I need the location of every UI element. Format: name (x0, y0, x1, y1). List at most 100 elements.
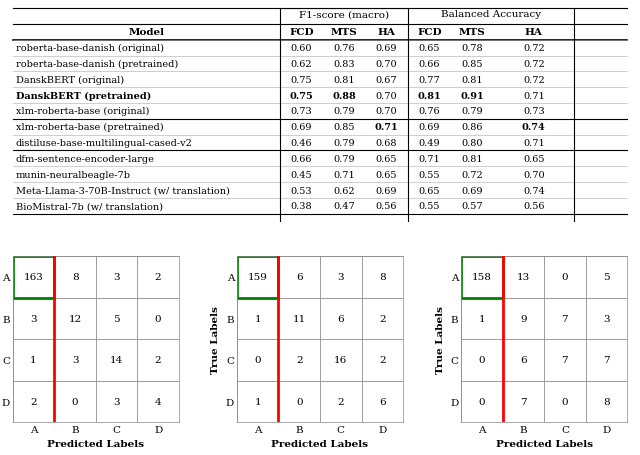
Text: dfm-sentence-encoder-large: dfm-sentence-encoder-large (16, 155, 155, 163)
Text: 0.57: 0.57 (461, 202, 483, 211)
Text: 0.83: 0.83 (333, 60, 355, 69)
Text: 0.86: 0.86 (461, 123, 483, 132)
Text: 12: 12 (68, 314, 82, 323)
Text: 0.65: 0.65 (523, 155, 545, 163)
Text: 0.70: 0.70 (376, 91, 397, 101)
Text: 0.66: 0.66 (419, 60, 440, 69)
Bar (362, 339, 403, 381)
Text: 7: 7 (562, 356, 568, 364)
Text: 0.55: 0.55 (419, 202, 440, 211)
Bar (586, 298, 627, 339)
Text: 2: 2 (30, 397, 37, 406)
Text: 0.81: 0.81 (333, 76, 355, 85)
Text: 0: 0 (562, 397, 568, 406)
Bar (138, 381, 179, 422)
Text: 3: 3 (337, 273, 344, 282)
Bar (544, 257, 586, 298)
Bar (96, 298, 138, 339)
Text: 0.91: 0.91 (461, 91, 484, 101)
Text: 6: 6 (337, 314, 344, 323)
Text: 0.49: 0.49 (419, 139, 440, 148)
Text: 6: 6 (520, 356, 527, 364)
Text: 0: 0 (479, 356, 485, 364)
Text: 1: 1 (479, 314, 485, 323)
Text: 0: 0 (155, 314, 161, 323)
Text: 0.71: 0.71 (523, 139, 545, 148)
Text: FCD: FCD (289, 28, 314, 37)
Text: 0.69: 0.69 (461, 186, 483, 195)
Bar (362, 257, 403, 298)
Text: 0.71: 0.71 (419, 155, 440, 163)
Bar (461, 381, 502, 422)
Bar (278, 381, 320, 422)
Text: 0.76: 0.76 (333, 44, 355, 53)
Text: 1: 1 (30, 356, 37, 364)
Text: 0: 0 (479, 397, 485, 406)
Text: 0.72: 0.72 (523, 60, 545, 69)
Text: roberta-base-danish (pretrained): roberta-base-danish (pretrained) (16, 60, 178, 69)
Bar (586, 257, 627, 298)
Bar (461, 257, 502, 298)
Bar (54, 381, 96, 422)
Text: 7: 7 (603, 356, 610, 364)
Text: 13: 13 (516, 273, 530, 282)
Text: 2: 2 (155, 356, 161, 364)
Text: 6: 6 (296, 273, 303, 282)
Text: HA: HA (525, 28, 543, 37)
Text: DanskBERT (pretrained): DanskBERT (pretrained) (16, 91, 151, 101)
Text: Meta-Llama-3-70B-Instruct (w/ translation): Meta-Llama-3-70B-Instruct (w/ translatio… (16, 186, 230, 195)
Text: 7: 7 (520, 397, 527, 406)
Text: 11: 11 (292, 314, 306, 323)
Text: 3: 3 (113, 273, 120, 282)
Text: 9: 9 (520, 314, 527, 323)
Text: 3: 3 (30, 314, 37, 323)
Text: 0.66: 0.66 (291, 155, 312, 163)
Bar (13, 257, 54, 298)
Text: MTS: MTS (331, 28, 357, 37)
Text: 159: 159 (248, 273, 268, 282)
Text: 16: 16 (334, 356, 348, 364)
Text: 6: 6 (379, 397, 385, 406)
Bar (586, 381, 627, 422)
Text: 5: 5 (603, 273, 610, 282)
Text: 0.78: 0.78 (461, 44, 483, 53)
Bar (544, 339, 586, 381)
Text: 0.65: 0.65 (376, 170, 397, 179)
Text: 0.46: 0.46 (291, 139, 312, 148)
Text: 0.62: 0.62 (291, 60, 312, 69)
Bar (54, 339, 96, 381)
Text: 8: 8 (603, 397, 610, 406)
Text: 1: 1 (255, 397, 261, 406)
Text: 0.56: 0.56 (376, 202, 397, 211)
Text: F1-score (macro): F1-score (macro) (299, 10, 389, 19)
Text: BioMistral-7b (w/ translation): BioMistral-7b (w/ translation) (16, 202, 163, 211)
Bar (138, 257, 179, 298)
Text: 4: 4 (155, 397, 161, 406)
Text: 0.77: 0.77 (419, 76, 440, 85)
Bar (502, 339, 544, 381)
Text: 0.69: 0.69 (376, 186, 397, 195)
Text: 0.81: 0.81 (461, 76, 483, 85)
Text: 0.68: 0.68 (376, 139, 397, 148)
Text: 8: 8 (379, 273, 385, 282)
Text: 0.81: 0.81 (461, 155, 483, 163)
Text: 0.47: 0.47 (333, 202, 355, 211)
Text: xlm-roberta-base (pretrained): xlm-roberta-base (pretrained) (16, 123, 163, 132)
Text: 1: 1 (255, 314, 261, 323)
Text: 5: 5 (113, 314, 120, 323)
Bar (138, 298, 179, 339)
Text: 0.72: 0.72 (461, 170, 483, 179)
Text: 0.71: 0.71 (523, 91, 545, 101)
X-axis label: Predicted Labels: Predicted Labels (495, 440, 593, 449)
Text: 0.74: 0.74 (522, 123, 546, 132)
Text: 0.71: 0.71 (374, 123, 398, 132)
Bar (13, 257, 54, 298)
Text: 0.85: 0.85 (333, 123, 355, 132)
Bar (502, 381, 544, 422)
Text: 0.45: 0.45 (291, 170, 312, 179)
Text: munin-neuralbeagle-7b: munin-neuralbeagle-7b (16, 170, 131, 179)
Text: 0.69: 0.69 (291, 123, 312, 132)
Bar (278, 298, 320, 339)
Text: 0: 0 (255, 356, 261, 364)
X-axis label: Predicted Labels: Predicted Labels (271, 440, 369, 449)
